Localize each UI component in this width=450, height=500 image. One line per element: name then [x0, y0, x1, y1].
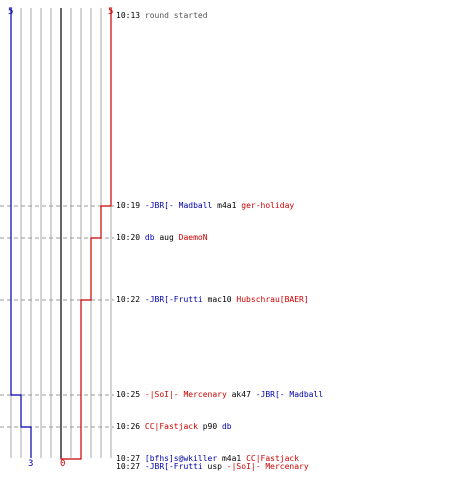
event-player: -|SoI|- Mercenary	[226, 462, 309, 471]
event-weapon: mac10	[202, 295, 237, 304]
event-player: -JBR[- Madball	[144, 201, 213, 210]
red-start-label: 5	[108, 7, 113, 17]
event-weapon: ak47	[226, 390, 256, 399]
event-row: 10:26 CC|Fastjack p90 db	[116, 422, 232, 431]
event-guide-lines	[0, 205, 114, 428]
event-weapon: m4a1	[212, 201, 242, 210]
event-player: DaemoN	[178, 233, 208, 242]
event-time: 10:13	[116, 11, 145, 20]
event-player: -JBR[- Madball	[255, 390, 324, 399]
event-player: CC|Fastjack	[246, 454, 300, 463]
score-lines	[10, 8, 112, 460]
event-player: Hubschrau[BAER]	[236, 295, 309, 304]
event-row: 10:25 -|SoI|- Mercenary ak47 -JBR[- Madb…	[116, 390, 323, 399]
event-weapon: usp	[202, 462, 227, 471]
event-row: 10:19 -JBR[- Madball m4a1 ger-holiday	[116, 201, 294, 210]
red-end-label: 0	[60, 459, 65, 469]
event-weapon: aug	[154, 233, 179, 242]
event-row: 10:20 db aug DaemoN	[116, 233, 208, 242]
blue-team-line	[10, 8, 32, 458]
event-time: 10:22	[116, 295, 145, 304]
event-player: [bfhs]s@wkiller	[144, 454, 218, 463]
chart-grid	[10, 8, 112, 458]
red-team-line	[60, 8, 112, 460]
event-time: 10:27	[116, 454, 145, 463]
event-time: 10:25	[116, 390, 145, 399]
event-player: db	[144, 233, 155, 242]
event-time: 10:26	[116, 422, 145, 431]
event-time: 10:27	[116, 462, 145, 471]
event-time: 10:20	[116, 233, 145, 242]
event-player: CC|Fastjack	[144, 422, 198, 431]
event-player: ger-holiday	[241, 201, 295, 210]
event-row: 10:22 -JBR[-Frutti mac10 Hubschrau[BAER]	[116, 295, 309, 304]
blue-start-label: 5	[8, 7, 13, 17]
event-row: 10:27 [bfhs]s@wkiller m4a1 CC|Fastjack	[116, 454, 299, 463]
event-weapon: m4a1	[217, 454, 247, 463]
event-player: db	[221, 422, 232, 431]
event-row: 10:13 round started	[116, 11, 208, 20]
event-player: -JBR[-Frutti	[144, 462, 203, 471]
event-player: round started	[144, 11, 208, 20]
blue-end-label: 3	[28, 459, 33, 469]
event-player: -JBR[-Frutti	[144, 295, 203, 304]
event-player: -|SoI|- Mercenary	[144, 390, 227, 399]
event-row: 10:27 -JBR[-Frutti usp -|SoI|- Mercenary	[116, 462, 309, 471]
event-time: 10:19	[116, 201, 145, 210]
event-weapon: p90	[197, 422, 222, 431]
